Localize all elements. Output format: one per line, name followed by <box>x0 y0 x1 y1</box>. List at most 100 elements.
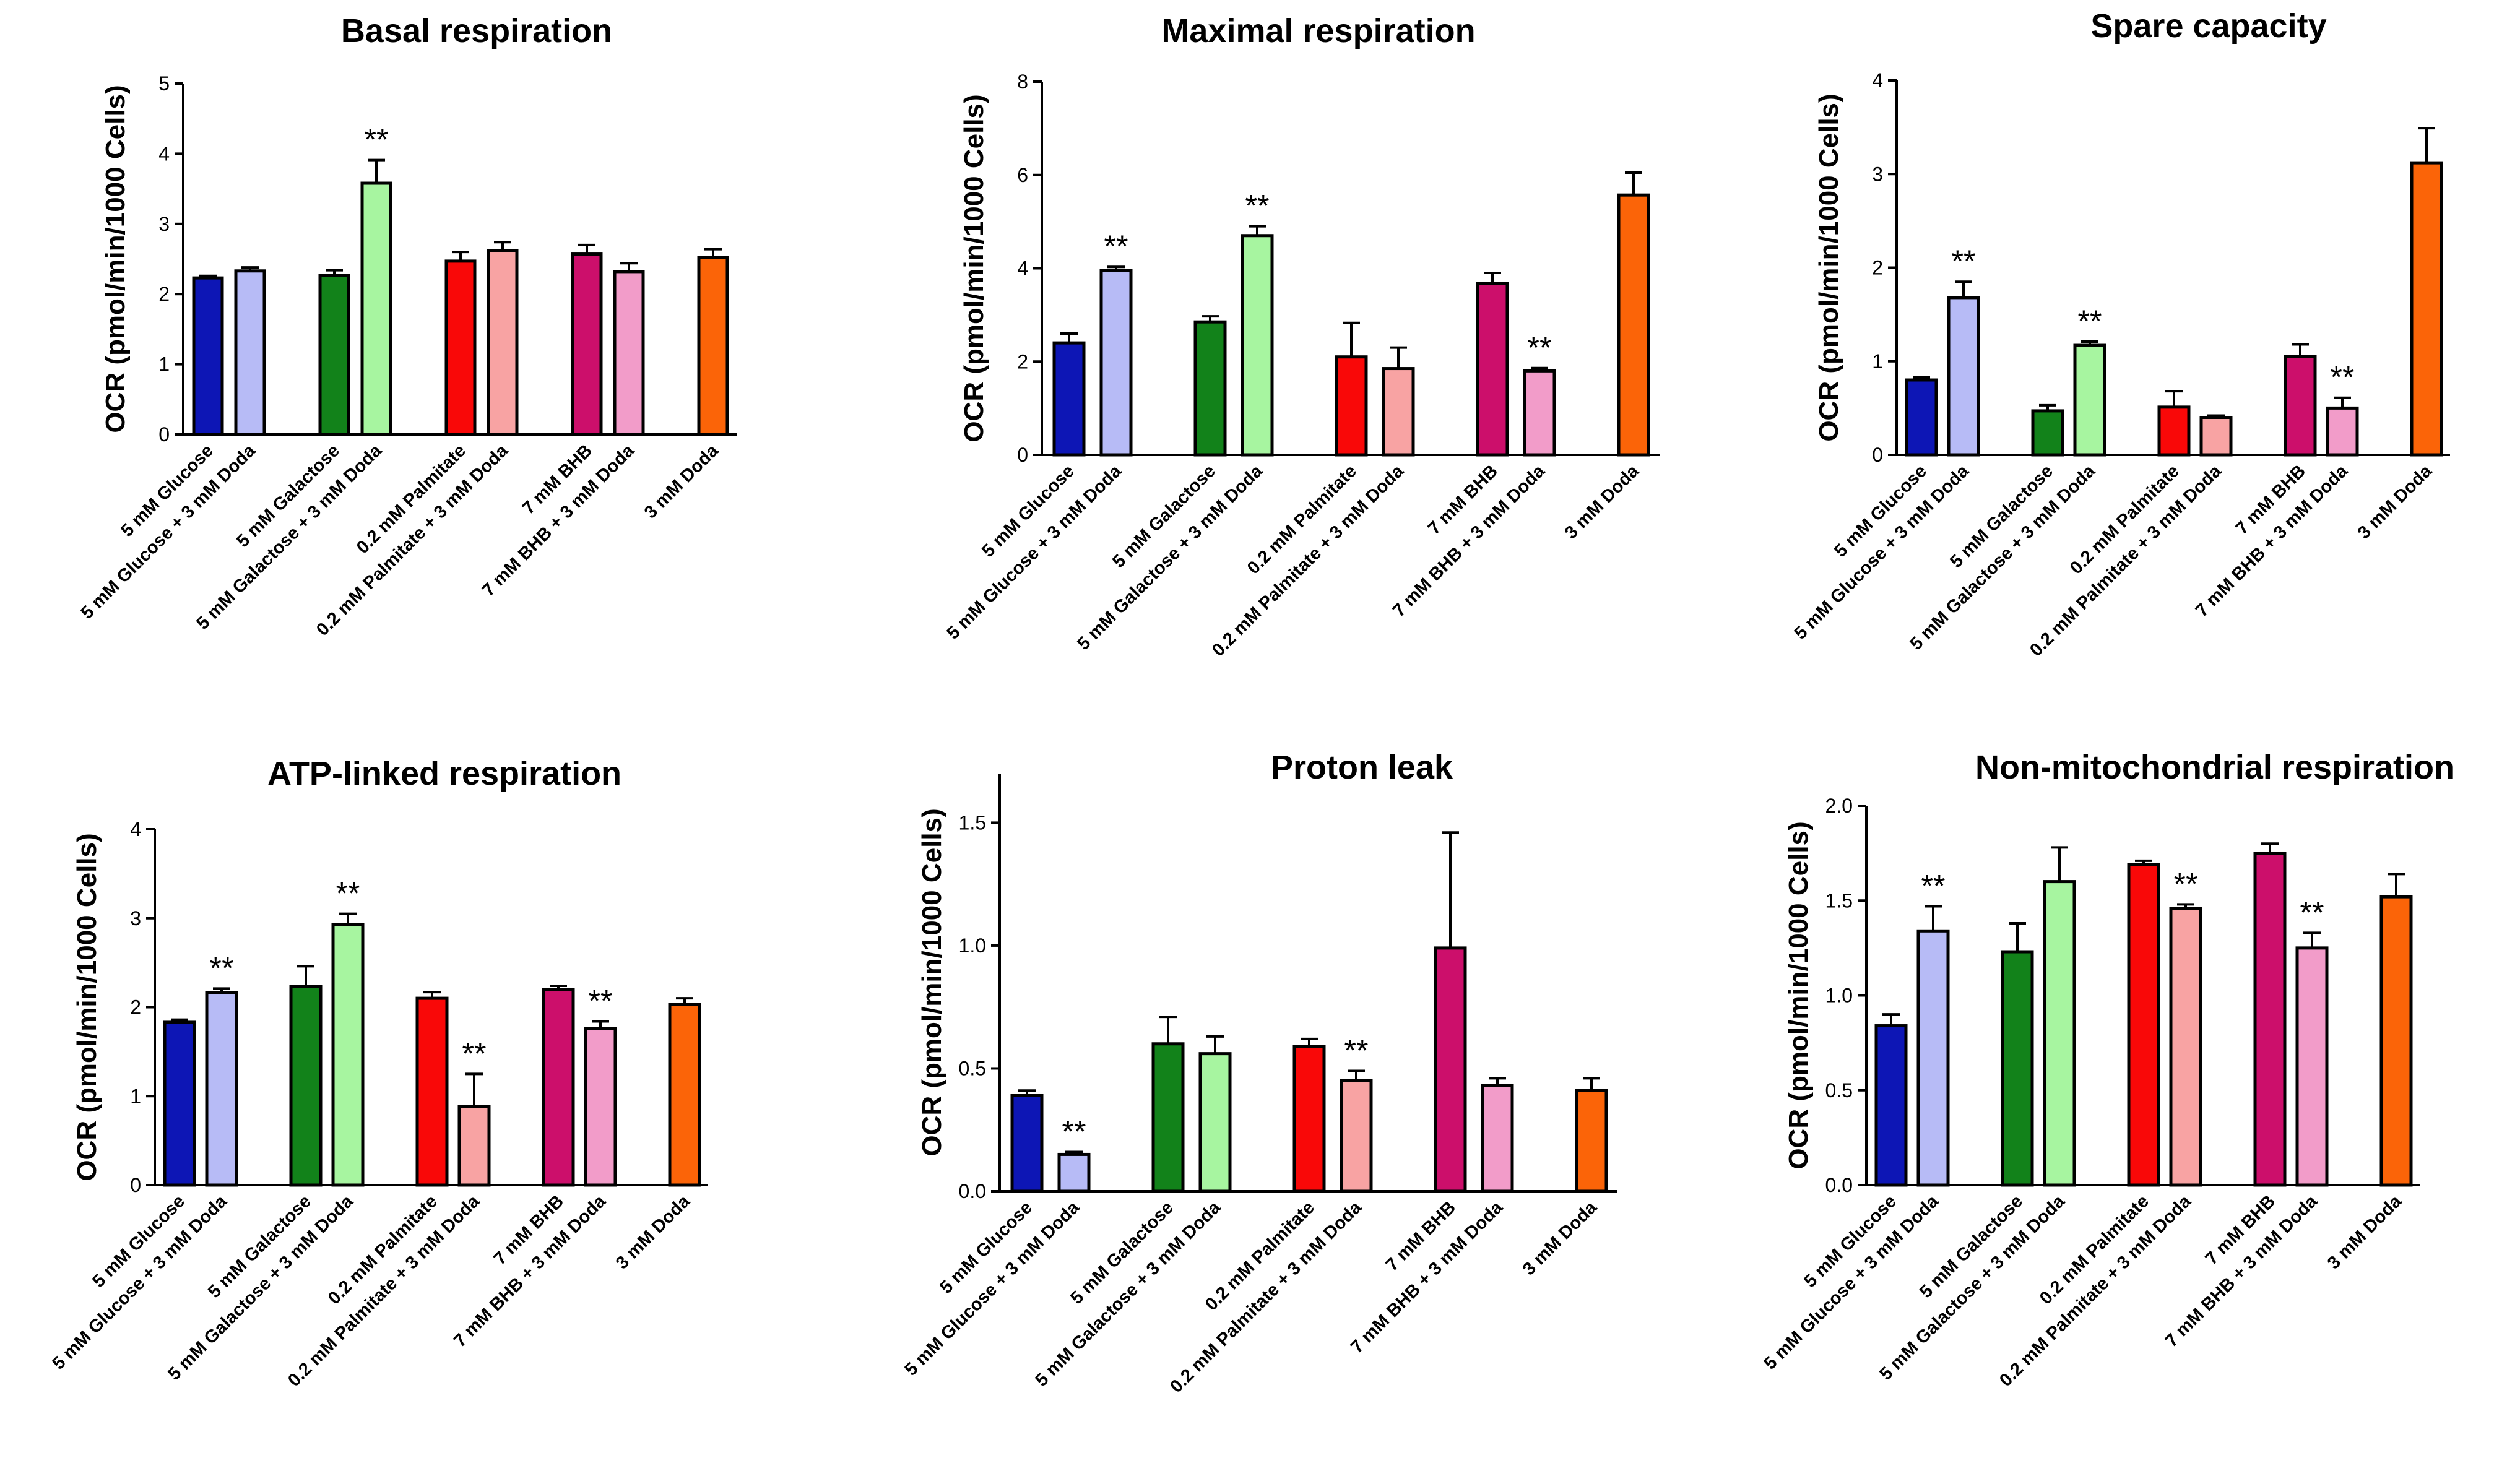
y-tick-label: 2 <box>158 283 170 305</box>
bar-7-mm-bhb <box>542 988 575 1187</box>
bar-5-mm-galactose-3-mm-doda <box>2073 343 2106 457</box>
y-tick-label: 4 <box>158 142 170 165</box>
bar-5-mm-glucose <box>163 1020 196 1187</box>
y-tick-label: 3 <box>158 213 170 235</box>
bar-7-mm-bhb <box>2253 852 2287 1187</box>
bar-5-mm-galactose-3-mm-doda <box>1241 234 1274 457</box>
bar-7-mm-bhb <box>2284 355 2317 457</box>
y-tick-label: 8 <box>1017 71 1028 93</box>
chart-title: Basal respiration <box>341 12 612 50</box>
y-tick-label: 6 <box>1017 164 1028 186</box>
bar-0-2-mm-palmitate <box>2157 405 2191 457</box>
maximal-respiration-panel: Maximal respiration 0 2 4 6 8 OCR (pmol/min/10… <box>943 12 1660 660</box>
x-category-label: 3 mM Doda <box>2354 461 2436 543</box>
x-category-label: 3 mM Doda <box>612 1191 695 1274</box>
significance-marker: ** <box>589 984 613 1019</box>
y-tick-label: 3 <box>130 907 141 930</box>
y-axis-label: OCR (pmol/min/1000 Cells) <box>917 808 947 1156</box>
bar-5-mm-glucose <box>1010 1094 1044 1193</box>
significance-marker: ** <box>2174 866 2198 901</box>
y-tick-label: 0.5 <box>959 1057 986 1079</box>
significance-marker: ** <box>336 876 360 911</box>
non-mitochondrial-respiration-panel: Non-mitochondrial respiration 0.0 0.5 1.0 1.… <box>1760 749 2454 1391</box>
bar-5-mm-glucose <box>1874 1024 1908 1187</box>
bar-5-mm-galactose <box>1193 320 1227 457</box>
bar-5-mm-glucose-3-mm-doda <box>1057 1152 1091 1193</box>
y-tick-label: 2 <box>130 996 141 1019</box>
significance-marker: ** <box>2300 895 2324 930</box>
bar-5-mm-glucose-3-mm-doda <box>1947 296 1980 457</box>
y-tick-label: 1.5 <box>959 811 986 834</box>
bar-5-mm-glucose-3-mm-doda <box>205 991 238 1187</box>
chart-title: Spare capacity <box>2090 7 2326 45</box>
bar-0-2-mm-palmitate <box>444 259 477 436</box>
y-tick-label: 0 <box>1872 444 1883 466</box>
bar-3-mm-doda <box>1617 193 1650 457</box>
y-tick-label: 1.0 <box>959 934 986 957</box>
x-category-label: 3 mM Doda <box>641 441 723 523</box>
y-tick-label: 0 <box>130 1174 141 1196</box>
y-axis-label: OCR (pmol/min/1000 Cells) <box>100 85 131 433</box>
y-tick-label: 3 <box>1872 163 1883 185</box>
significance-marker: ** <box>2078 304 2102 339</box>
chart-title: Proton leak <box>1271 749 1453 786</box>
significance-marker: ** <box>1104 229 1128 264</box>
y-tick-label: 2 <box>1872 257 1883 279</box>
bar-7-mm-bhb <box>1434 946 1467 1193</box>
y-tick-label: 0 <box>158 423 170 446</box>
y-tick-label: 0.0 <box>959 1180 986 1202</box>
y-axis-label: OCR (pmol/min/1000 Cells) <box>959 94 989 442</box>
basal-respiration-panel: Basal respiration 0 1 2 3 4 5 OCR (pmol/min/100… <box>77 12 737 640</box>
bar-5-mm-galactose <box>2001 950 2034 1187</box>
x-category-label: 3 mM Doda <box>1561 461 1643 543</box>
bar-0-2-mm-palmitate-3-mm-doda <box>487 249 519 436</box>
y-tick-label: 2.0 <box>1825 795 1853 817</box>
significance-marker: ** <box>1062 1114 1086 1149</box>
atp-linked-respiration-panel: ATP-linked respiration 0 1 2 3 4 OCR (pmol/min… <box>49 755 708 1391</box>
significance-marker: ** <box>1245 189 1270 223</box>
bar-0-2-mm-palmitate-3-mm-doda <box>2199 416 2233 457</box>
bar-0-2-mm-palmitate <box>415 996 449 1187</box>
bar-0-2-mm-palmitate-3-mm-doda <box>2169 907 2202 1187</box>
bar-5-mm-glucose <box>1905 378 1938 457</box>
bar-5-mm-glucose-3-mm-doda <box>1099 269 1133 457</box>
y-tick-label: 0 <box>1017 444 1028 466</box>
bar-0-2-mm-palmitate-3-mm-doda <box>1340 1079 1373 1193</box>
bar-3-mm-doda <box>668 1003 701 1187</box>
bar-0-2-mm-palmitate <box>2127 863 2160 1187</box>
chart-title: ATP-linked respiration <box>267 755 621 792</box>
bar-7-mm-bhb-3-mm-doda <box>2295 946 2329 1187</box>
significance-marker: ** <box>210 951 234 985</box>
bar-5-mm-galactose-3-mm-doda <box>331 923 365 1187</box>
significance-marker: ** <box>1952 244 1976 278</box>
bar-3-mm-doda <box>697 256 729 436</box>
y-tick-label: 0.0 <box>1825 1174 1853 1196</box>
bar-3-mm-doda <box>1575 1089 1608 1193</box>
significance-marker: ** <box>1528 330 1552 365</box>
bar-5-mm-galactose <box>289 985 323 1187</box>
y-tick-label: 4 <box>130 818 141 840</box>
bar-7-mm-bhb-3-mm-doda <box>1523 369 1556 457</box>
significance-marker: ** <box>2331 360 2355 395</box>
bar-0-2-mm-palmitate-3-mm-doda <box>1382 367 1415 457</box>
y-tick-label: 2 <box>1017 350 1028 373</box>
y-tick-label: 0.5 <box>1825 1079 1853 1102</box>
significance-marker: ** <box>1344 1033 1369 1068</box>
bar-0-2-mm-palmitate <box>1292 1045 1326 1193</box>
x-category-label: 3 mM Doda <box>2324 1191 2406 1274</box>
y-axis-label: OCR (pmol/min/1000 Cells) <box>1814 93 1844 441</box>
y-tick-label: 1 <box>1872 350 1883 373</box>
bar-7-mm-bhb <box>571 252 603 436</box>
y-tick-label: 4 <box>1872 69 1883 92</box>
bar-7-mm-bhb-3-mm-doda <box>1481 1084 1514 1193</box>
y-axis-label: OCR (pmol/min/1000 Cells) <box>72 833 102 1181</box>
bar-5-mm-galactose <box>1151 1042 1185 1193</box>
y-tick-label: 1.5 <box>1825 889 1853 912</box>
bar-5-mm-galactose-3-mm-doda <box>2043 880 2076 1187</box>
bar-0-2-mm-palmitate-3-mm-doda <box>457 1105 491 1187</box>
proton-leak-panel: Proton leak 0.0 0.5 1.0 1.5 OCR (pmol/min/100… <box>901 749 1617 1397</box>
chart-title: Maximal respiration <box>1161 12 1475 50</box>
bar-5-mm-glucose-3-mm-doda <box>1916 929 1950 1187</box>
bar-7-mm-bhb-3-mm-doda <box>613 270 645 436</box>
y-tick-label: 1 <box>158 353 170 376</box>
